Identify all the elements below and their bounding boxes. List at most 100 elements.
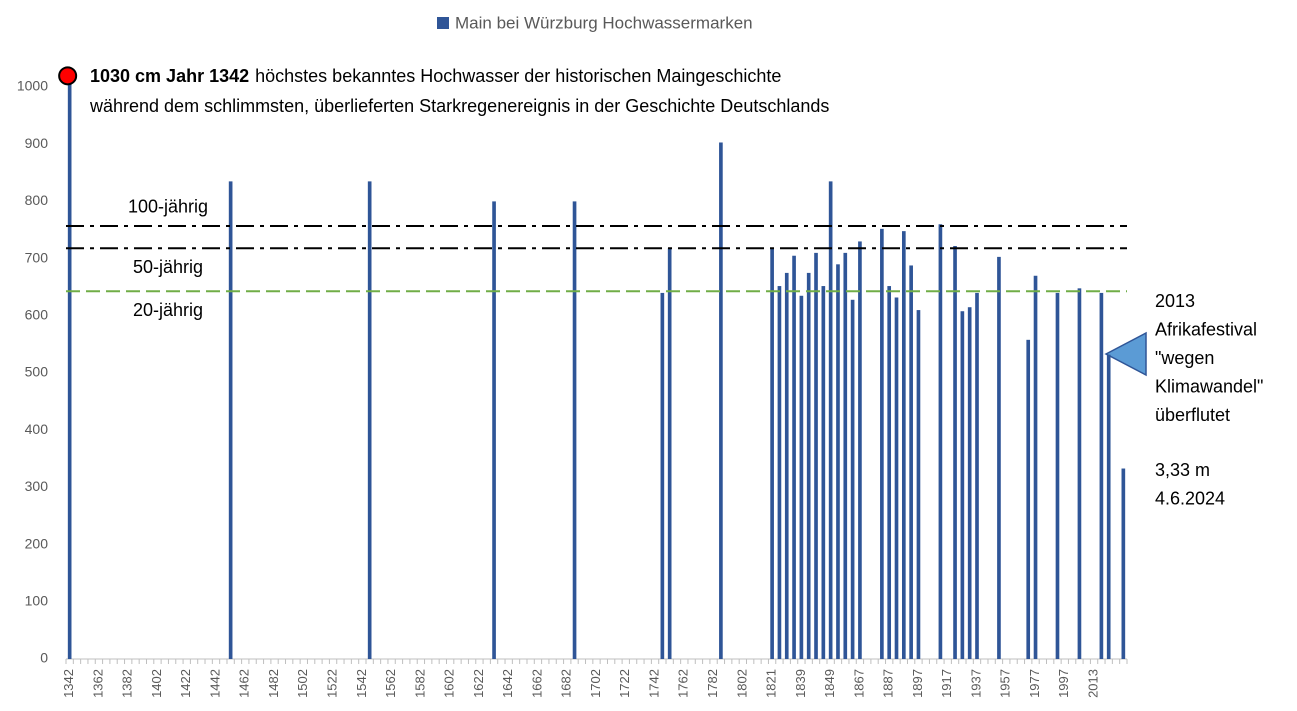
y-tick-label: 100: [25, 593, 49, 609]
bar: [1033, 275, 1038, 659]
bar: [1099, 292, 1104, 659]
x-tick-label: 1562: [383, 669, 398, 698]
y-tick-label: 800: [25, 192, 49, 208]
annotation: 2013: [1155, 291, 1195, 311]
x-tick-label: 1402: [149, 669, 164, 698]
y-tick-label: 400: [25, 421, 49, 437]
annotation: 1030 cm Jahr 1342 höchstes bekanntes Hoch…: [90, 66, 781, 86]
y-tick-label: 700: [25, 249, 49, 265]
annotation: Klimawandel": [1155, 376, 1263, 396]
bar: [660, 292, 665, 659]
bar: [719, 142, 723, 659]
y-tick-label: 300: [25, 478, 49, 494]
x-tick-label: 1917: [939, 669, 954, 698]
bar: [901, 231, 906, 660]
bar: [887, 286, 892, 659]
y-tick-label: 500: [25, 364, 49, 380]
bar: [828, 181, 833, 659]
x-tick-label: 1382: [120, 669, 135, 698]
x-tick-label: 1849: [822, 669, 837, 698]
y-tick-label: 0: [40, 650, 48, 666]
bar: [850, 299, 855, 659]
x-tick-label: 1977: [1027, 669, 1042, 698]
bar: [843, 252, 848, 659]
x-tick-label: 1897: [910, 669, 925, 698]
bar: [858, 241, 862, 659]
x-tick-label: 1782: [705, 669, 720, 698]
x-tick-label: 1662: [529, 669, 544, 698]
reference-label: 20-jährig: [133, 300, 203, 320]
legend-label: Main bei Würzburg Hochwassermarken: [455, 13, 753, 32]
bar: [997, 256, 1001, 659]
bar: [814, 252, 818, 659]
bar: [572, 201, 577, 659]
bar: [792, 255, 796, 660]
arrow: [1104, 331, 1147, 377]
x-tick-label: 1722: [617, 669, 632, 698]
bar: [836, 264, 840, 659]
x-tick-label: 1442: [207, 669, 222, 698]
bar: [894, 297, 899, 659]
bar: [67, 69, 72, 660]
annotation: Afrikafestival: [1155, 319, 1257, 339]
x-tick-label: 1839: [793, 669, 808, 698]
bar: [1026, 339, 1031, 659]
legend-swatch: [437, 17, 449, 29]
bar: [492, 201, 496, 659]
reference-label: 100-jährig: [128, 197, 208, 217]
x-tick-label: 2013: [1086, 669, 1101, 698]
x-tick-label: 1422: [178, 669, 193, 698]
x-tick-label: 1682: [559, 669, 574, 698]
bar: [975, 292, 979, 659]
annotation: 4.6.2024: [1155, 488, 1225, 508]
x-tick-label: 1342: [61, 669, 76, 698]
bar: [799, 295, 804, 659]
bar: [770, 248, 774, 659]
y-tick-label: 900: [25, 135, 49, 151]
x-tick-label: 1542: [354, 669, 369, 698]
annotation-bold: 1030 cm Jahr 1342: [90, 66, 249, 86]
bar: [367, 181, 372, 659]
bar: [777, 286, 782, 659]
x-tick-label: 1702: [588, 669, 603, 698]
bar: [821, 286, 826, 659]
x-tick-label: 1582: [412, 669, 427, 698]
bar: [916, 310, 921, 659]
x-tick-label: 1742: [646, 669, 661, 698]
bar: [667, 248, 672, 659]
annotation: überflutet: [1155, 405, 1230, 425]
annotation: während dem schlimmsten, überlieferten S…: [89, 96, 829, 116]
x-tick-label: 1522: [325, 669, 340, 698]
x-tick-label: 1462: [237, 669, 252, 698]
x-tick-label: 1602: [442, 669, 457, 698]
x-tick-label: 1867: [851, 669, 866, 698]
x-tick-label: 1957: [998, 669, 1013, 698]
bar: [960, 311, 965, 659]
marker: [58, 66, 78, 86]
x-tick-label: 1937: [968, 669, 983, 698]
x-tick-label: 1821: [764, 669, 779, 698]
bar: [909, 265, 913, 659]
bar: [806, 272, 811, 659]
x-tick-label: 1482: [266, 669, 281, 698]
bar: [1106, 354, 1111, 659]
x-tick-label: 1997: [1056, 669, 1071, 698]
y-tick-label: 200: [25, 535, 49, 551]
y-tick-label: 1000: [17, 78, 48, 94]
bar: [880, 228, 884, 659]
x-tick-label: 1362: [90, 669, 105, 698]
annotation: 3,33 m: [1155, 460, 1210, 480]
bar: [1121, 468, 1126, 659]
x-tick-label: 1622: [471, 669, 486, 698]
x-tick-label: 1502: [295, 669, 310, 698]
x-tick-label: 1887: [881, 669, 896, 698]
annotation: "wegen: [1155, 348, 1214, 368]
y-tick-label: 600: [25, 307, 49, 323]
bar: [953, 246, 957, 660]
x-tick-label: 1802: [734, 669, 749, 698]
bar: [228, 181, 233, 659]
bar: [1055, 292, 1060, 659]
x-tick-label: 1642: [500, 669, 515, 698]
bar: [938, 224, 943, 659]
